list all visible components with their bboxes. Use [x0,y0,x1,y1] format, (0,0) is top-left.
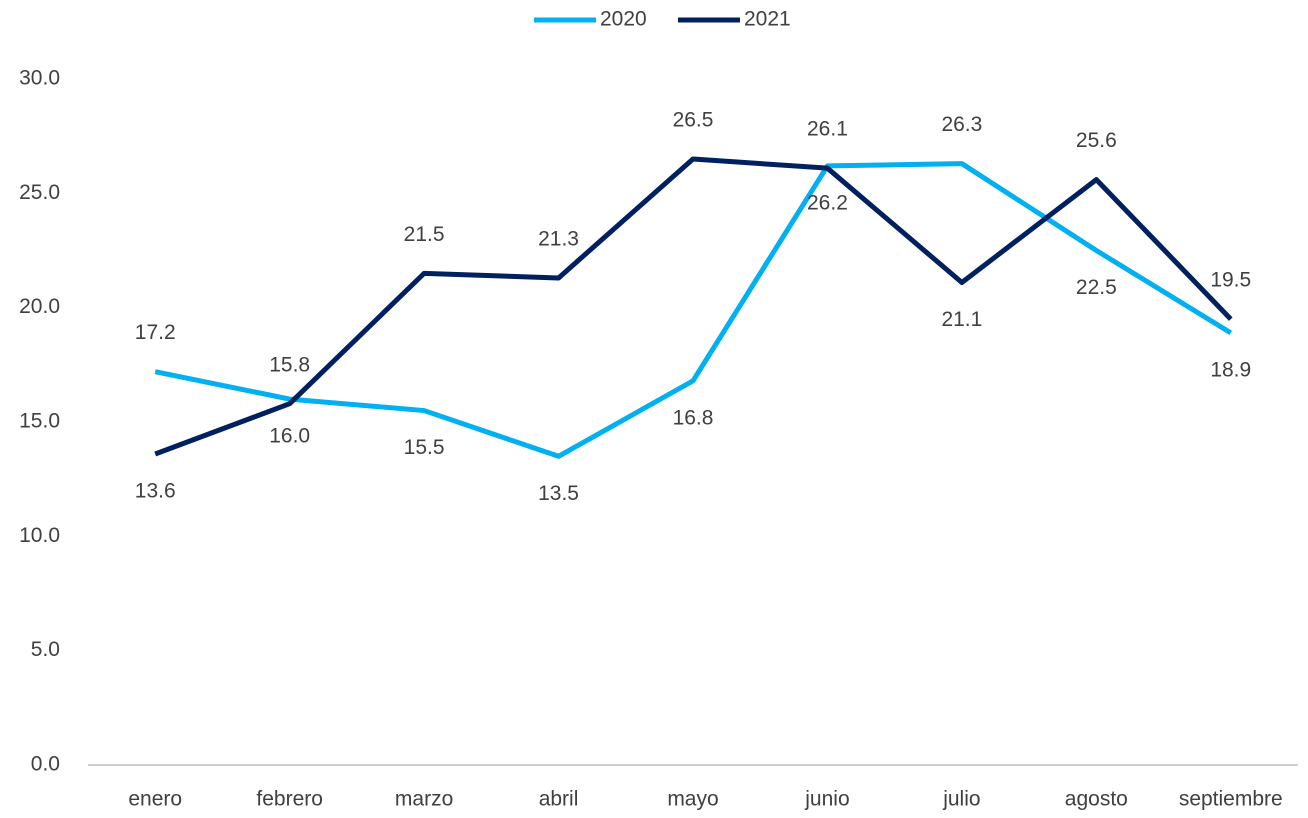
x-tick-label: julio [942,788,980,811]
data-label: 26.1 [807,118,848,141]
data-label: 17.2 [135,321,176,344]
data-label: 21.3 [538,227,579,250]
series-line [154,156,1233,457]
data-label: 13.5 [538,482,579,505]
y-tick-label: 25.0 [19,181,60,204]
series-line [154,161,1233,459]
y-tick-label: 20.0 [19,295,60,318]
data-label: 19.5 [1210,269,1251,292]
y-tick-label: 0.0 [31,753,60,776]
data-label: 26.5 [673,109,714,132]
data-label: 16.8 [673,406,714,429]
x-tick-label: junio [804,788,849,811]
y-tick-label: 30.0 [19,67,60,90]
data-label: 25.6 [1076,129,1117,152]
data-label: 13.6 [135,480,176,503]
data-label: 26.3 [941,113,982,136]
x-tick-label: mayo [667,788,718,811]
x-tick-label: agosto [1065,788,1128,811]
legend-label: 2020 [600,8,647,31]
data-label: 26.2 [807,191,848,214]
y-tick-label: 10.0 [19,524,60,547]
x-tick-label: enero [128,788,182,811]
x-tick-label: septiembre [1179,788,1283,811]
data-label: 18.9 [1210,358,1251,381]
x-tick-label: febrero [256,788,323,811]
y-tick-label: 5.0 [31,638,60,661]
data-label: 15.8 [269,353,310,376]
data-label: 21.5 [404,223,445,246]
data-label: 15.5 [404,436,445,459]
legend-label: 2021 [744,8,791,31]
y-tick-label: 15.0 [19,410,60,433]
data-label: 16.0 [269,425,310,448]
x-tick-label: abril [539,788,579,811]
data-label: 22.5 [1076,276,1117,299]
x-tick-label: marzo [395,788,453,811]
data-label: 21.1 [941,308,982,331]
